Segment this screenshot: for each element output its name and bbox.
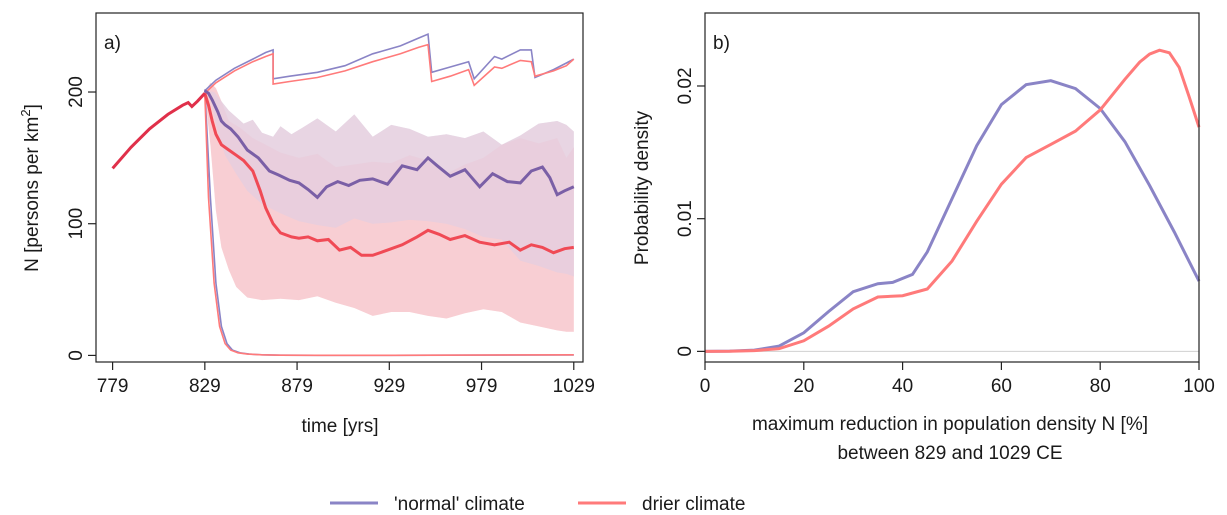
panel-a-y-axis: 0 100 200 bbox=[66, 76, 96, 361]
drier-min-line bbox=[204, 93, 574, 357]
panel-a-x-tick-label: 979 bbox=[466, 376, 498, 397]
panel-b-x-tick-label: 40 bbox=[892, 376, 913, 397]
panel-a-y-axis-label: N [persons per km2] bbox=[18, 104, 43, 272]
panel-b-x-tick-label: 20 bbox=[793, 376, 814, 397]
panel-b-x-axis-label-line2: between 829 and 1029 CE bbox=[837, 443, 1062, 464]
panel-b-chart: b) 0 20 40 60 80 100 0 0.01 0.02 maximum reduct… bbox=[632, 12, 1215, 464]
panel-a-y-tick-label: 200 bbox=[66, 76, 87, 108]
panel-a-x-tick-label: 879 bbox=[281, 376, 313, 397]
panel-a-x-tick-label: 829 bbox=[189, 376, 221, 397]
panel-b-y-tick-label: 0 bbox=[675, 346, 696, 357]
baseline-line bbox=[111, 92, 206, 170]
panel-b-x-tick-label: 80 bbox=[1090, 376, 1111, 397]
panel-a-x-tick-label: 779 bbox=[97, 376, 129, 397]
normal-median-line bbox=[203, 89, 575, 200]
panel-a-x-axis-label: time [yrs] bbox=[301, 416, 378, 437]
panel-b-y-axis: 0 0.01 0.02 bbox=[675, 67, 705, 357]
drier-range-overlay bbox=[204, 82, 574, 332]
panel-a-x-axis: 779 829 879 929 979 1029 bbox=[97, 362, 595, 397]
panel-b-lines bbox=[704, 48, 1201, 353]
panel-a-x-tick-label: 929 bbox=[373, 376, 405, 397]
panel-b-y-axis-label: Probability density bbox=[632, 110, 653, 265]
panel-a-y-axis-label-end: ] bbox=[22, 104, 43, 109]
panel-a-y-axis-label-sup: 2 bbox=[18, 109, 33, 116]
drier-density-curve bbox=[704, 48, 1201, 353]
panel-a-y-axis-label-main: N [persons per km bbox=[22, 117, 43, 272]
panel-b-x-tick-label: 0 bbox=[700, 376, 711, 397]
panel-b-x-tick-label: 60 bbox=[991, 376, 1012, 397]
panel-a-lines bbox=[111, 32, 575, 357]
panel-b-tag: b) bbox=[713, 33, 730, 54]
legend-normal-label: 'normal' climate bbox=[394, 494, 525, 515]
panel-b-frame bbox=[704, 12, 1200, 363]
panel-a-chart: a) 779 829 879 929 979 1029 0 100 200 time [yrs… bbox=[18, 12, 595, 437]
drier-median-line bbox=[203, 92, 575, 257]
panel-b-x-tick-label: 100 bbox=[1183, 376, 1215, 397]
panel-a-frame bbox=[95, 12, 584, 363]
panel-b-y-tick-label: 0.02 bbox=[675, 67, 696, 104]
normal-density-curve bbox=[704, 79, 1201, 353]
panel-a-tag: a) bbox=[104, 33, 121, 54]
panel-a-y-tick-label: 100 bbox=[66, 208, 87, 240]
panel-a-bands bbox=[204, 82, 574, 332]
legend: 'normal' climate drier climate bbox=[330, 494, 745, 515]
panel-b-x-axis-label: maximum reduction in population density … bbox=[752, 414, 1148, 435]
panel-b-x-axis: 0 20 40 60 80 100 bbox=[700, 362, 1215, 397]
normal-max-line bbox=[204, 32, 575, 92]
legend-drier-label: drier climate bbox=[642, 494, 745, 515]
panel-b-y-tick-label: 0.01 bbox=[675, 200, 696, 237]
drier-max-line bbox=[204, 43, 575, 94]
panel-a-x-tick-label: 1029 bbox=[553, 376, 595, 397]
panel-a-y-tick-label: 0 bbox=[66, 350, 87, 361]
